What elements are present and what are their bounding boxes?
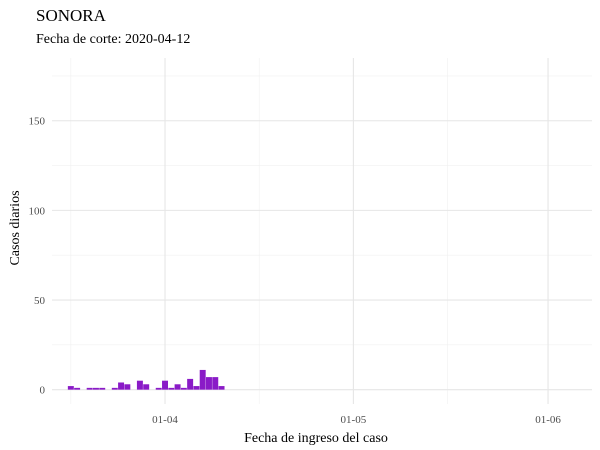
bar (155, 387, 162, 390)
x-tick-label: 01-04 (152, 414, 178, 426)
bar (118, 382, 125, 390)
bar (124, 384, 131, 390)
y-tick-labels: 0 50 100 150 (29, 116, 46, 397)
bar (111, 387, 118, 390)
bar (199, 369, 206, 390)
bar (218, 386, 225, 390)
x-tick-labels: 01-04 01-05 01-06 (152, 414, 561, 426)
chart-subtitle: Fecha de corte: 2020-04-12 (36, 32, 190, 47)
bar (193, 386, 200, 390)
bar (136, 380, 143, 390)
bar (162, 380, 169, 390)
bar (187, 378, 194, 390)
y-axis-title: Casos diarios (8, 190, 23, 265)
chart-title: SONORA (36, 6, 107, 25)
bar (205, 377, 212, 390)
bar (143, 384, 150, 390)
bar (86, 387, 93, 390)
bar (168, 387, 175, 390)
x-tick-label: 01-05 (341, 414, 367, 426)
bar (180, 387, 187, 390)
y-tick-label: 150 (29, 116, 46, 128)
bar (174, 384, 181, 390)
bar (74, 387, 81, 390)
y-tick-label: 100 (29, 205, 46, 217)
bars-layer (67, 369, 225, 390)
x-tick-label: 01-06 (535, 414, 561, 426)
y-tick-label: 0 (40, 385, 46, 397)
y-tick-label: 50 (34, 295, 46, 307)
bar (92, 387, 99, 390)
bar (99, 387, 106, 390)
grid-layer (52, 58, 592, 404)
bar (67, 386, 74, 390)
bar (212, 377, 219, 390)
x-axis-title: Fecha de ingreso del caso (244, 431, 388, 446)
